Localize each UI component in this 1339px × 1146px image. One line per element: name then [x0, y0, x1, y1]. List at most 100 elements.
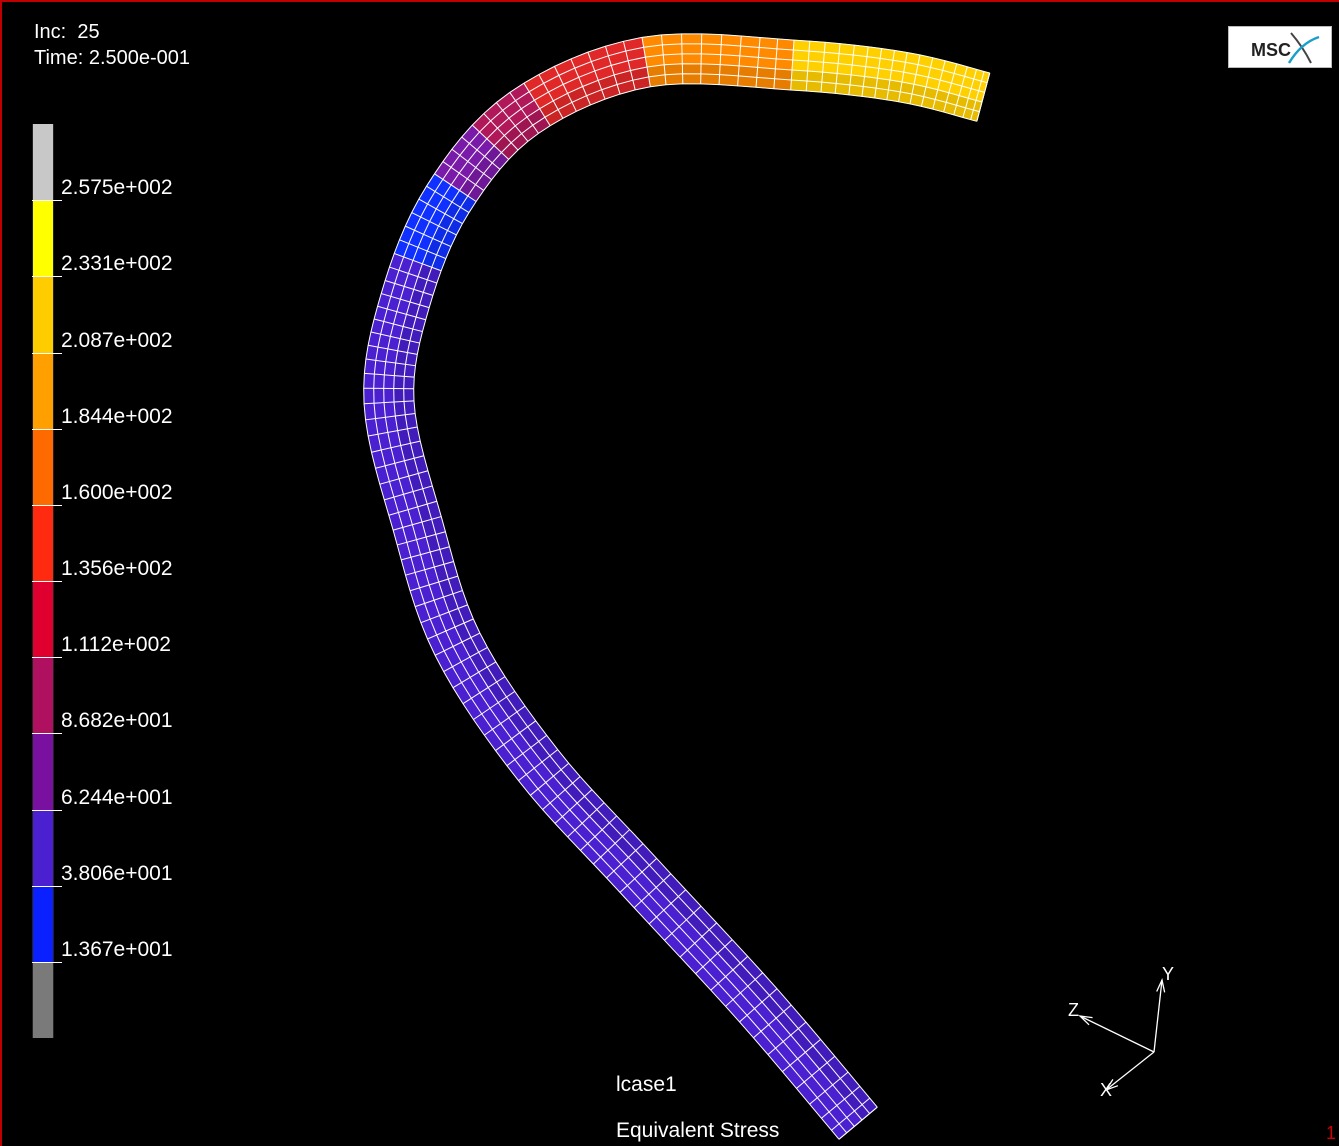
axis-line: [1079, 1015, 1155, 1053]
element-top: [775, 38, 795, 71]
mesh-line: [370, 331, 401, 340]
mesh-line: [409, 581, 439, 592]
mesh-line: [434, 641, 463, 656]
msc-swoosh-icon: MSC: [1251, 32, 1320, 64]
y-axis-label: Y: [1162, 964, 1174, 984]
mesh-line: [384, 279, 414, 290]
legend-swatch: [32, 504, 54, 582]
legend-tick: [32, 961, 62, 963]
legend-value-label: 3.806e+001: [61, 861, 173, 885]
mesh-line: [365, 358, 396, 364]
mesh-line: [509, 92, 528, 118]
axis-arrowhead: [1104, 1079, 1119, 1092]
mesh-line: [363, 33, 990, 1140]
mesh-line: [434, 173, 460, 191]
mesh-line: [948, 63, 958, 93]
viewport-number: 1: [1326, 1123, 1337, 1143]
legend-tick: [32, 276, 62, 278]
mesh-line: [796, 1068, 820, 1089]
mesh-line: [368, 344, 398, 352]
element-top: [791, 39, 811, 72]
beam-end-cap-bottom: [838, 1106, 878, 1140]
legend-value-label: 8.682e+001: [61, 709, 173, 733]
legend-value-label: 1.367e+001: [61, 937, 173, 961]
mesh-line: [967, 69, 978, 99]
element-top: [738, 35, 761, 68]
mesh-line: [831, 1110, 855, 1131]
mesh-line: [774, 38, 779, 69]
mesh-line: [399, 239, 428, 252]
mesh-line: [418, 198, 446, 215]
increment-label: Inc:: [34, 21, 67, 43]
mesh-line: [554, 802, 578, 824]
mesh-line: [394, 253, 423, 265]
element-top: [363, 387, 395, 405]
mesh-line: [461, 136, 485, 157]
mesh-line: [368, 430, 398, 437]
load-case-label: lcase1: [616, 1073, 677, 1096]
legend-value-label: 1.356e+002: [61, 557, 173, 580]
mesh-line: [373, 318, 404, 328]
time-readout: Time: 2.500e-001: [34, 46, 190, 70]
mesh-line: [593, 842, 616, 865]
legend-value-label: 1.844e+002: [61, 404, 173, 428]
increment-readout: Inc: 25: [34, 20, 100, 44]
mesh-line: [523, 82, 541, 109]
mesh-line: [975, 71, 985, 101]
mesh-line: [807, 41, 811, 72]
mesh-line: [506, 747, 532, 767]
mesh-line: [660, 34, 665, 65]
legend-swatch: [32, 352, 54, 430]
time-value: 2.500e-001: [88, 47, 191, 69]
beam-end-cap-top: [976, 72, 991, 122]
msc-logo: MSC: [1228, 26, 1332, 68]
mesh-line: [426, 185, 453, 203]
mesh-line: [567, 816, 590, 838]
color-legend-bar: [32, 124, 54, 1039]
legend-tick: [32, 733, 62, 735]
mesh-line: [495, 732, 520, 751]
mesh-line: [373, 43, 988, 1134]
mesh-line: [753, 1017, 777, 1039]
mesh-line: [495, 102, 516, 127]
element-top: [700, 33, 723, 65]
mesh-line: [738, 35, 742, 66]
mesh-line: [365, 415, 396, 421]
mesh-line: [850, 45, 855, 75]
mesh-line: [393, 63, 983, 1121]
mesh-line: [791, 40, 795, 71]
mesh-line: [782, 1051, 806, 1073]
axis-arrowhead: [1156, 977, 1166, 993]
legend-swatch: [32, 657, 54, 734]
beam-faces: [363, 33, 991, 1140]
legend-swatch: [32, 961, 54, 1039]
mesh-line: [538, 74, 554, 102]
axis-arrowhead: [1078, 1015, 1093, 1026]
element-top: [681, 33, 703, 65]
mesh-line: [739, 1001, 763, 1023]
legend-tick: [32, 657, 62, 659]
increment-value: 25: [77, 21, 100, 43]
mesh-line: [822, 42, 826, 73]
mesh-line: [483, 113, 505, 136]
mesh-line: [889, 50, 895, 81]
mesh-line: [375, 460, 405, 469]
mesh-line: [442, 161, 468, 180]
mesh-line: [405, 566, 435, 576]
legend-swatch: [32, 885, 54, 963]
legend-swatch: [32, 733, 54, 810]
mesh-line: [377, 305, 407, 315]
mesh-line: [405, 225, 433, 239]
mesh-line: [364, 401, 395, 405]
mesh-line: [414, 596, 444, 608]
mesh-line: [633, 887, 657, 909]
mesh-line: [381, 293, 411, 303]
mesh-line: [863, 46, 869, 77]
legend-value-label: 2.575e+002: [61, 176, 173, 200]
mesh-line: [462, 687, 489, 705]
mesh-line: [619, 871, 643, 893]
mesh-line: [420, 611, 450, 624]
legend-tick: [32, 428, 62, 430]
